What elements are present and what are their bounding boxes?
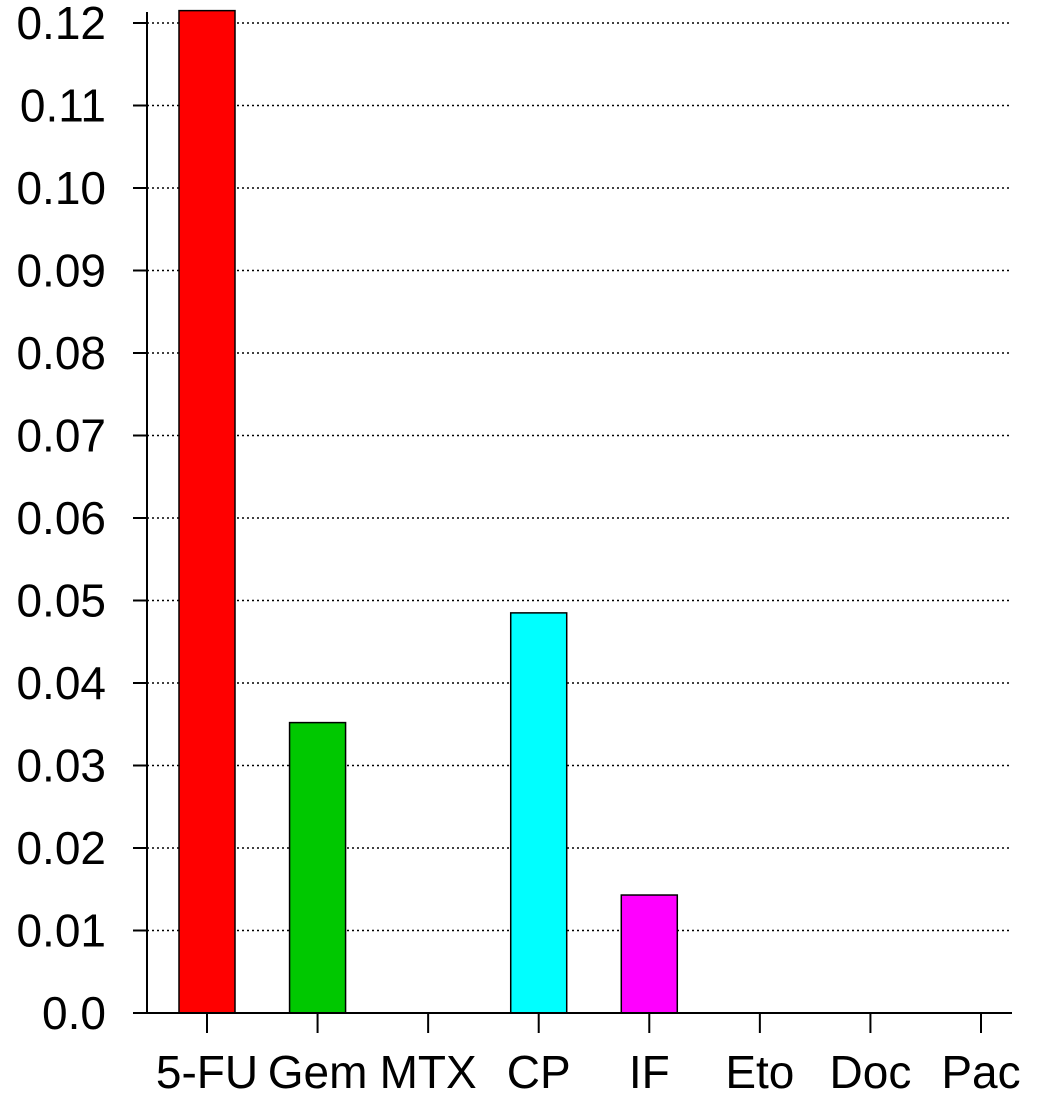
bar-gem xyxy=(288,721,347,1014)
y-tick-label: 0.10 xyxy=(16,162,106,214)
y-axis-ticks: 0.0 0.01 0.02 0.03 0.04 0.05 0.06 0.07 0.08 0.09 0… xyxy=(16,0,147,1039)
bar-cp xyxy=(509,612,568,1014)
x-tick-label: MTX xyxy=(380,1046,477,1095)
y-tick-label: 0.11 xyxy=(20,80,106,132)
x-tick-label: CP xyxy=(507,1046,571,1095)
x-tick-label: Gem xyxy=(268,1046,368,1095)
x-tick-label: 5-FU xyxy=(156,1046,258,1095)
x-axis-ticks: 5-FU Gem MTX CP IF Eto Doc Pac xyxy=(156,1013,1021,1095)
bars xyxy=(178,9,679,1014)
bar-5-fu xyxy=(178,9,236,1014)
y-tick-label: 0.09 xyxy=(16,245,106,297)
y-tick-label: 0.04 xyxy=(16,657,106,709)
y-tick-label: 0.0 xyxy=(42,987,106,1039)
x-tick-label: Pac xyxy=(941,1046,1020,1095)
y-tick-label: 0.05 xyxy=(16,575,106,627)
y-tick-label: 0.12 xyxy=(16,0,106,49)
y-tick-label: 0.07 xyxy=(16,410,106,462)
gridlines xyxy=(147,22,1012,932)
x-tick-label: Doc xyxy=(830,1046,912,1095)
y-tick-label: 0.08 xyxy=(16,327,106,379)
y-tick-label: 0.03 xyxy=(16,740,106,792)
x-tick-label: Eto xyxy=(725,1046,794,1095)
bar-if xyxy=(620,894,679,1014)
y-tick-label: 0.01 xyxy=(16,905,106,957)
y-tick-label: 0.06 xyxy=(16,492,106,544)
x-tick-label: IF xyxy=(629,1046,670,1095)
y-tick-label: 0.02 xyxy=(16,822,106,874)
